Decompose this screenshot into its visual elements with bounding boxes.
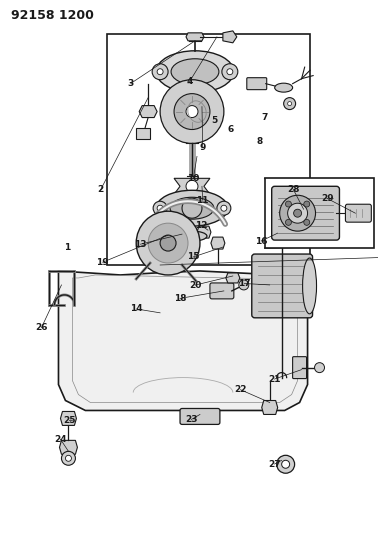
Circle shape xyxy=(304,220,310,225)
Text: 29: 29 xyxy=(321,194,334,203)
Circle shape xyxy=(283,98,296,110)
Circle shape xyxy=(148,223,188,263)
Circle shape xyxy=(222,64,238,80)
Text: 15: 15 xyxy=(187,253,199,262)
Circle shape xyxy=(285,220,291,225)
Text: 10: 10 xyxy=(187,174,199,183)
Circle shape xyxy=(160,235,176,251)
Circle shape xyxy=(304,201,310,207)
Text: 21: 21 xyxy=(268,375,281,384)
FancyBboxPatch shape xyxy=(180,408,220,424)
Ellipse shape xyxy=(170,197,214,219)
FancyBboxPatch shape xyxy=(252,254,313,318)
Circle shape xyxy=(136,211,200,275)
Text: 17: 17 xyxy=(238,279,251,288)
Text: 23: 23 xyxy=(185,415,197,424)
Ellipse shape xyxy=(177,231,207,241)
Circle shape xyxy=(174,94,210,130)
Text: 5: 5 xyxy=(211,116,217,125)
Text: 26: 26 xyxy=(35,323,48,332)
Bar xyxy=(136,127,150,140)
Polygon shape xyxy=(211,237,225,249)
Polygon shape xyxy=(226,273,240,283)
Polygon shape xyxy=(60,440,77,454)
Circle shape xyxy=(182,198,202,218)
Text: 28: 28 xyxy=(287,185,299,194)
Text: 7: 7 xyxy=(262,114,268,122)
Bar xyxy=(265,179,374,248)
Ellipse shape xyxy=(302,258,316,314)
Circle shape xyxy=(157,69,163,75)
Text: 3: 3 xyxy=(128,79,134,88)
Circle shape xyxy=(285,201,291,207)
Text: 2: 2 xyxy=(98,185,104,194)
Text: 19: 19 xyxy=(96,258,109,266)
Text: 12: 12 xyxy=(194,221,207,230)
Circle shape xyxy=(227,69,233,75)
FancyBboxPatch shape xyxy=(247,78,267,90)
Circle shape xyxy=(239,280,249,290)
Ellipse shape xyxy=(171,59,219,85)
Circle shape xyxy=(153,201,167,215)
Text: 18: 18 xyxy=(174,294,186,303)
Circle shape xyxy=(282,461,290,469)
Circle shape xyxy=(61,451,75,465)
Polygon shape xyxy=(139,106,157,118)
Polygon shape xyxy=(223,31,237,43)
Circle shape xyxy=(186,106,198,118)
Circle shape xyxy=(315,362,324,373)
Text: 27: 27 xyxy=(268,459,281,469)
Polygon shape xyxy=(61,411,77,425)
Text: 25: 25 xyxy=(63,416,76,425)
Text: 6: 6 xyxy=(228,125,234,134)
Ellipse shape xyxy=(156,51,234,93)
Text: 13: 13 xyxy=(134,240,147,249)
FancyBboxPatch shape xyxy=(266,225,298,239)
Circle shape xyxy=(160,80,224,143)
Polygon shape xyxy=(58,271,308,410)
Polygon shape xyxy=(186,33,204,41)
Text: 16: 16 xyxy=(255,237,268,246)
FancyBboxPatch shape xyxy=(272,187,340,240)
Circle shape xyxy=(280,195,316,231)
Circle shape xyxy=(221,205,227,211)
Circle shape xyxy=(294,209,302,217)
Text: 14: 14 xyxy=(130,304,143,313)
Circle shape xyxy=(152,64,168,80)
Text: 4: 4 xyxy=(186,77,193,86)
Text: 24: 24 xyxy=(54,434,67,443)
Ellipse shape xyxy=(275,83,293,92)
Circle shape xyxy=(186,180,198,192)
Ellipse shape xyxy=(156,190,228,226)
Polygon shape xyxy=(262,400,278,415)
Circle shape xyxy=(217,201,231,215)
FancyBboxPatch shape xyxy=(293,357,307,378)
Circle shape xyxy=(157,205,163,211)
FancyBboxPatch shape xyxy=(345,204,371,222)
Circle shape xyxy=(277,455,294,473)
Circle shape xyxy=(288,102,291,106)
Text: 22: 22 xyxy=(234,385,247,394)
Bar xyxy=(107,34,310,265)
Polygon shape xyxy=(197,226,211,238)
Polygon shape xyxy=(174,179,210,194)
Circle shape xyxy=(288,203,308,223)
Text: 9: 9 xyxy=(199,142,206,151)
Text: 8: 8 xyxy=(256,137,263,146)
FancyBboxPatch shape xyxy=(210,283,234,299)
Circle shape xyxy=(66,455,71,461)
Text: 92158 1200: 92158 1200 xyxy=(11,9,94,22)
Text: 20: 20 xyxy=(189,280,201,289)
Text: 1: 1 xyxy=(64,244,70,253)
Text: 11: 11 xyxy=(196,196,209,205)
